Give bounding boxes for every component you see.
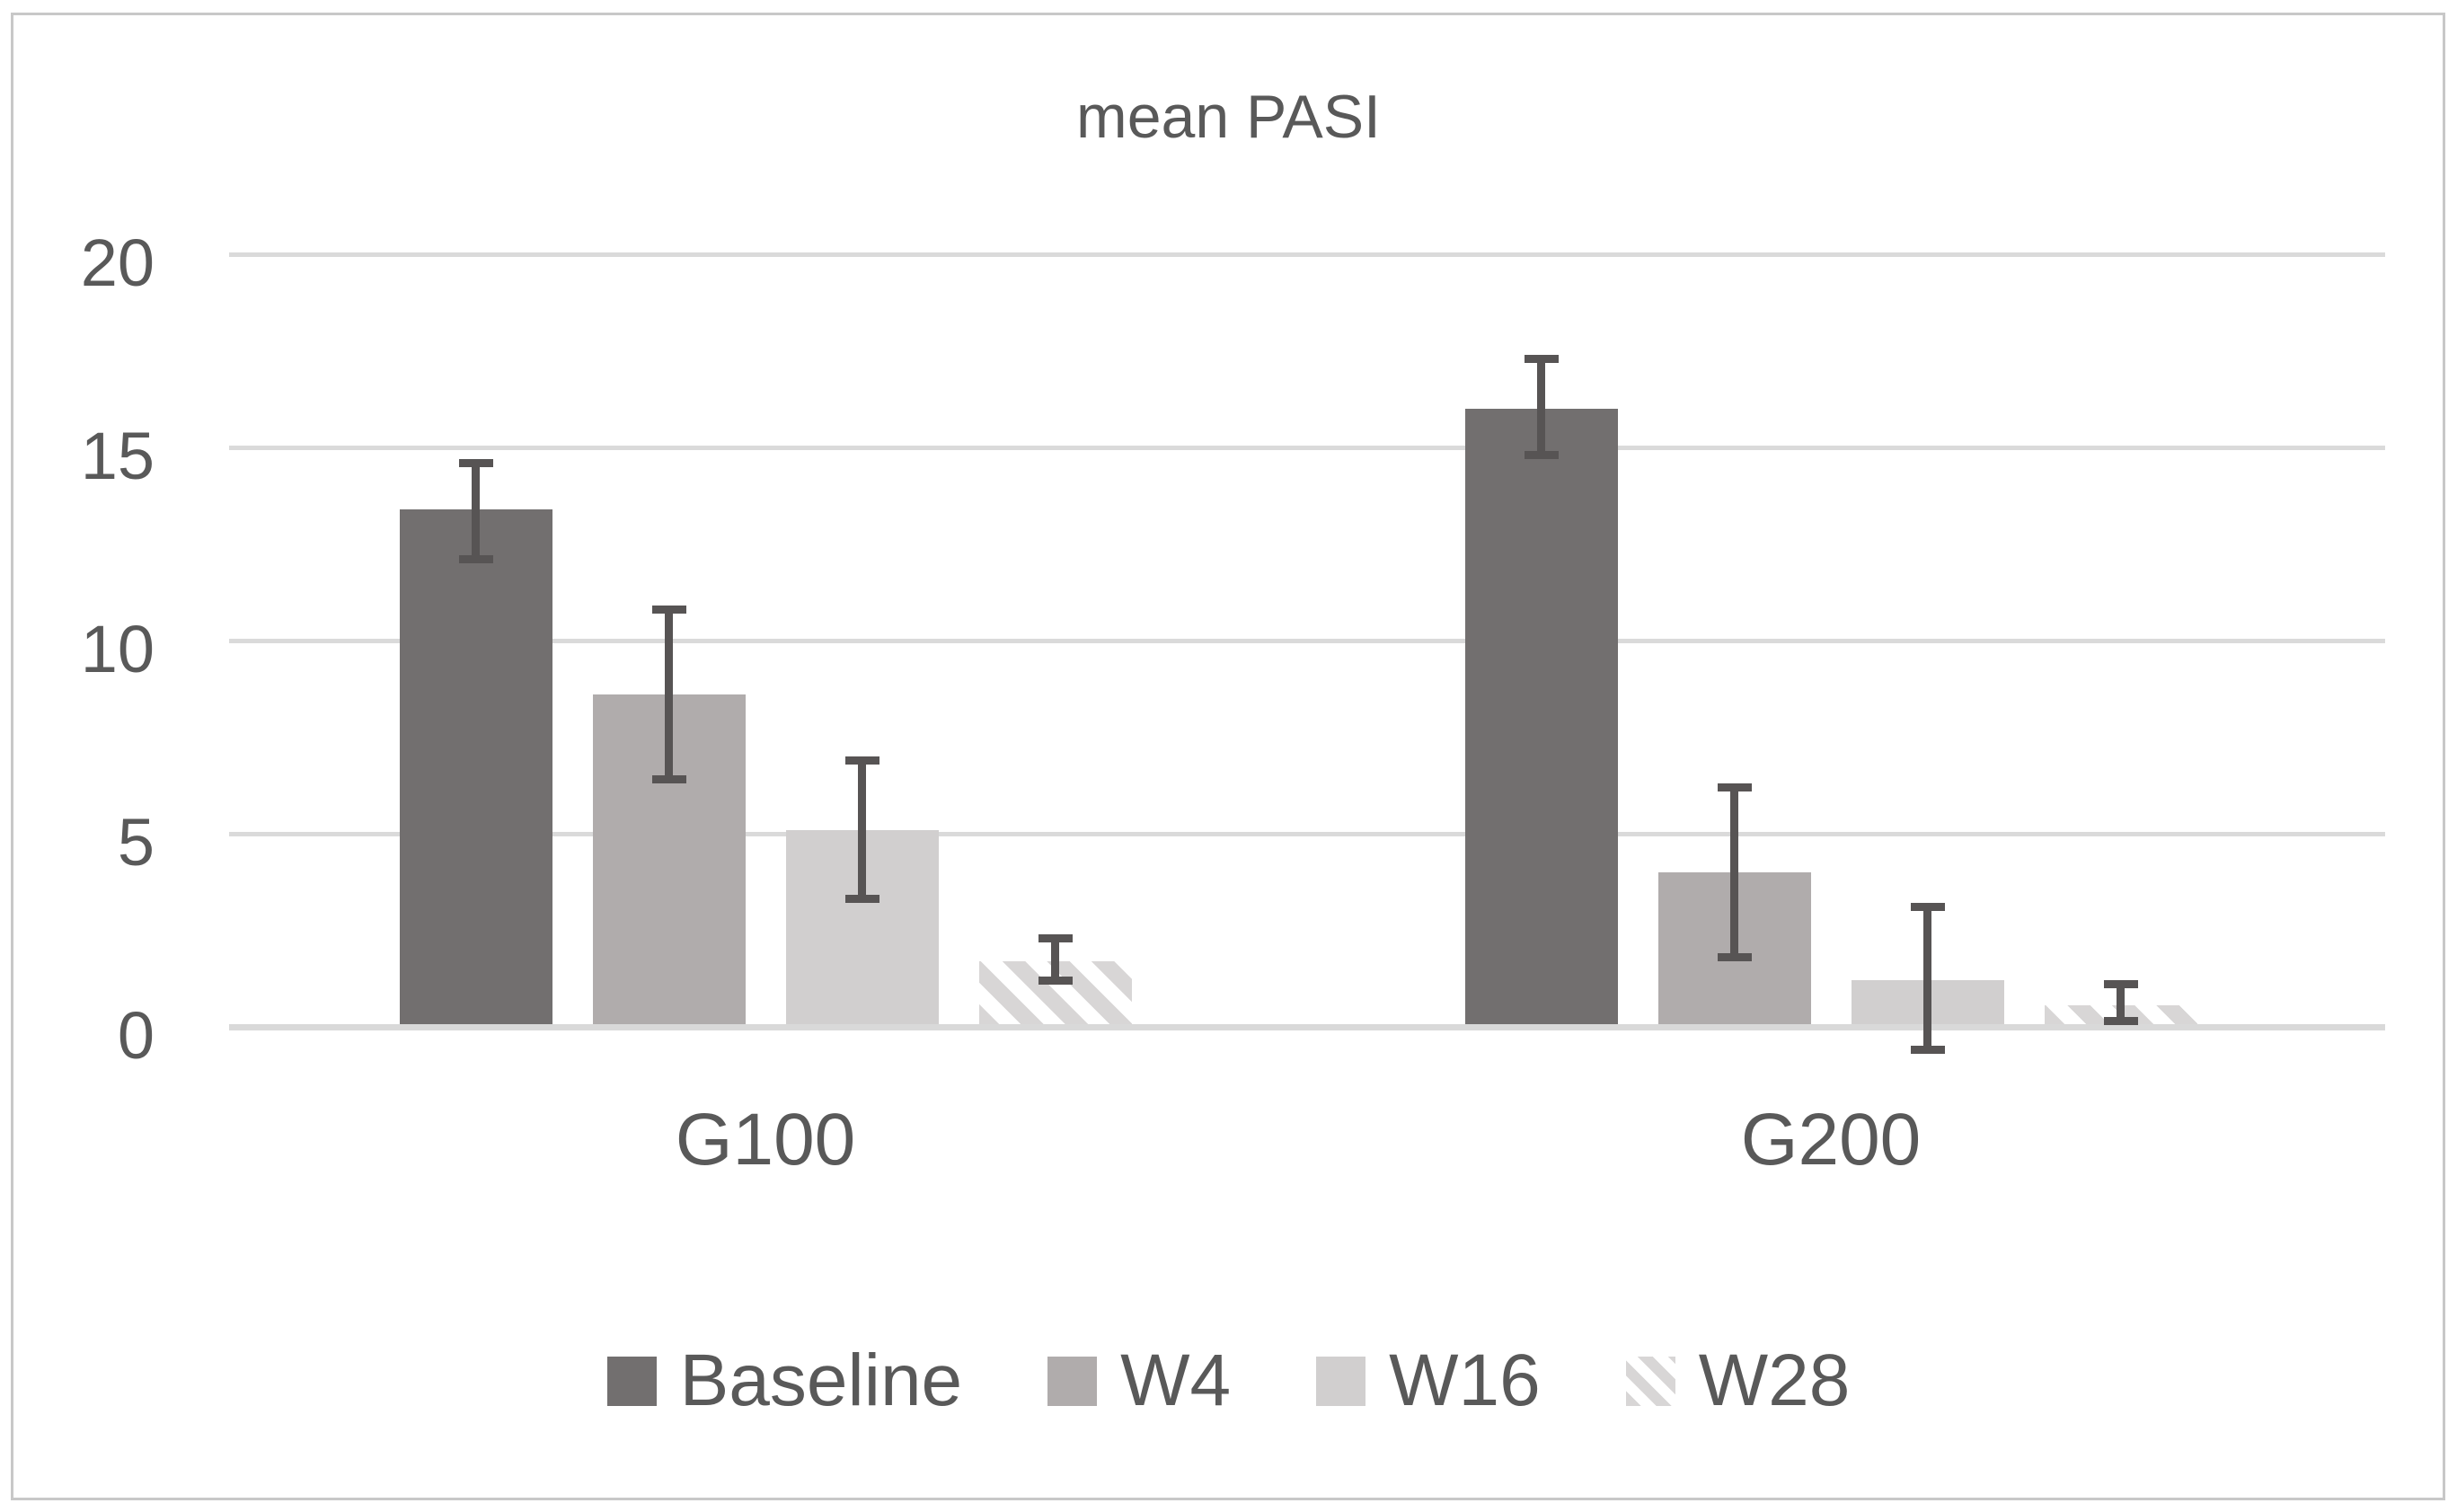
bar-baseline-g200 bbox=[1464, 409, 1618, 1027]
y-tick-label-5: 5 bbox=[117, 805, 155, 880]
gridline-y20 bbox=[229, 252, 2385, 257]
legend-label-w4: W4 bbox=[1120, 1340, 1232, 1421]
x-axis-label-g100: G100 bbox=[675, 1099, 856, 1180]
error-bar-cap-bottom-w16-g100 bbox=[844, 895, 879, 904]
error-bar-cap-bottom-w4-g200 bbox=[1717, 952, 1752, 961]
x-axis-label-g200: G200 bbox=[1740, 1099, 1922, 1180]
legend-item-w4: W4 bbox=[1047, 1344, 1231, 1418]
legend-item-w16: W16 bbox=[1316, 1344, 1541, 1418]
y-tick-label-10: 10 bbox=[80, 612, 155, 686]
y-tick-label-0: 0 bbox=[117, 998, 155, 1073]
gridline-y5 bbox=[229, 832, 2385, 836]
error-bar-line-w16-g100 bbox=[858, 756, 866, 904]
error-bar-line-w4-g100 bbox=[665, 606, 673, 784]
bar-baseline-g100 bbox=[399, 508, 552, 1027]
error-bar-line-w28-g200 bbox=[2117, 980, 2125, 1025]
legend: Baseline W4 W16 W28 bbox=[0, 1340, 2457, 1421]
error-bar-cap-top-w28-g100 bbox=[1038, 933, 1073, 942]
error-bar-cap-top-w16-g200 bbox=[1910, 903, 1945, 912]
error-bar-line-baseline-g200 bbox=[1537, 354, 1545, 459]
x-axis-line bbox=[229, 1024, 2385, 1030]
error-bar-cap-top-baseline-g100 bbox=[458, 458, 493, 467]
error-bar-cap-bottom-w28-g100 bbox=[1038, 976, 1073, 985]
legend-label-baseline: Baseline bbox=[679, 1340, 963, 1421]
error-bar-line-w16-g200 bbox=[1923, 903, 1931, 1055]
error-bar-cap-bottom-w28-g200 bbox=[2103, 1016, 2138, 1025]
figure-border bbox=[11, 13, 2445, 1500]
gridline-y10 bbox=[229, 639, 2385, 643]
error-bar-cap-bottom-w4-g100 bbox=[651, 775, 686, 784]
chart-title: mean PASI bbox=[1076, 83, 1381, 151]
error-bar-cap-top-w4-g200 bbox=[1717, 783, 1752, 792]
legend-item-w28: W28 bbox=[1625, 1340, 1851, 1421]
legend-item-baseline: Baseline bbox=[606, 1340, 963, 1421]
y-tick-label-15: 15 bbox=[80, 419, 155, 493]
legend-label-w16: W16 bbox=[1389, 1340, 1541, 1421]
error-bar-cap-top-baseline-g200 bbox=[1524, 354, 1559, 363]
y-tick-label-20: 20 bbox=[80, 225, 155, 300]
error-bar-cap-top-w4-g100 bbox=[651, 606, 686, 615]
legend-swatch-w4 bbox=[1047, 1356, 1098, 1406]
legend-label-w28: W28 bbox=[1698, 1340, 1851, 1421]
error-bar-cap-bottom-baseline-g100 bbox=[458, 555, 493, 563]
error-bar-line-w28-g100 bbox=[1051, 933, 1059, 985]
error-bar-cap-top-w16-g100 bbox=[844, 756, 879, 765]
legend-swatch-w28 bbox=[1625, 1356, 1675, 1406]
gridline-y15 bbox=[229, 446, 2385, 450]
error-bar-cap-top-w28-g200 bbox=[2103, 980, 2138, 989]
legend-swatch-w16 bbox=[1316, 1356, 1366, 1406]
error-bar-line-w4-g200 bbox=[1730, 783, 1738, 961]
error-bar-cap-bottom-baseline-g200 bbox=[1524, 450, 1559, 459]
legend-swatch-baseline bbox=[606, 1356, 657, 1406]
error-bar-cap-bottom-w16-g200 bbox=[1910, 1046, 1945, 1055]
error-bar-line-baseline-g100 bbox=[472, 458, 480, 563]
